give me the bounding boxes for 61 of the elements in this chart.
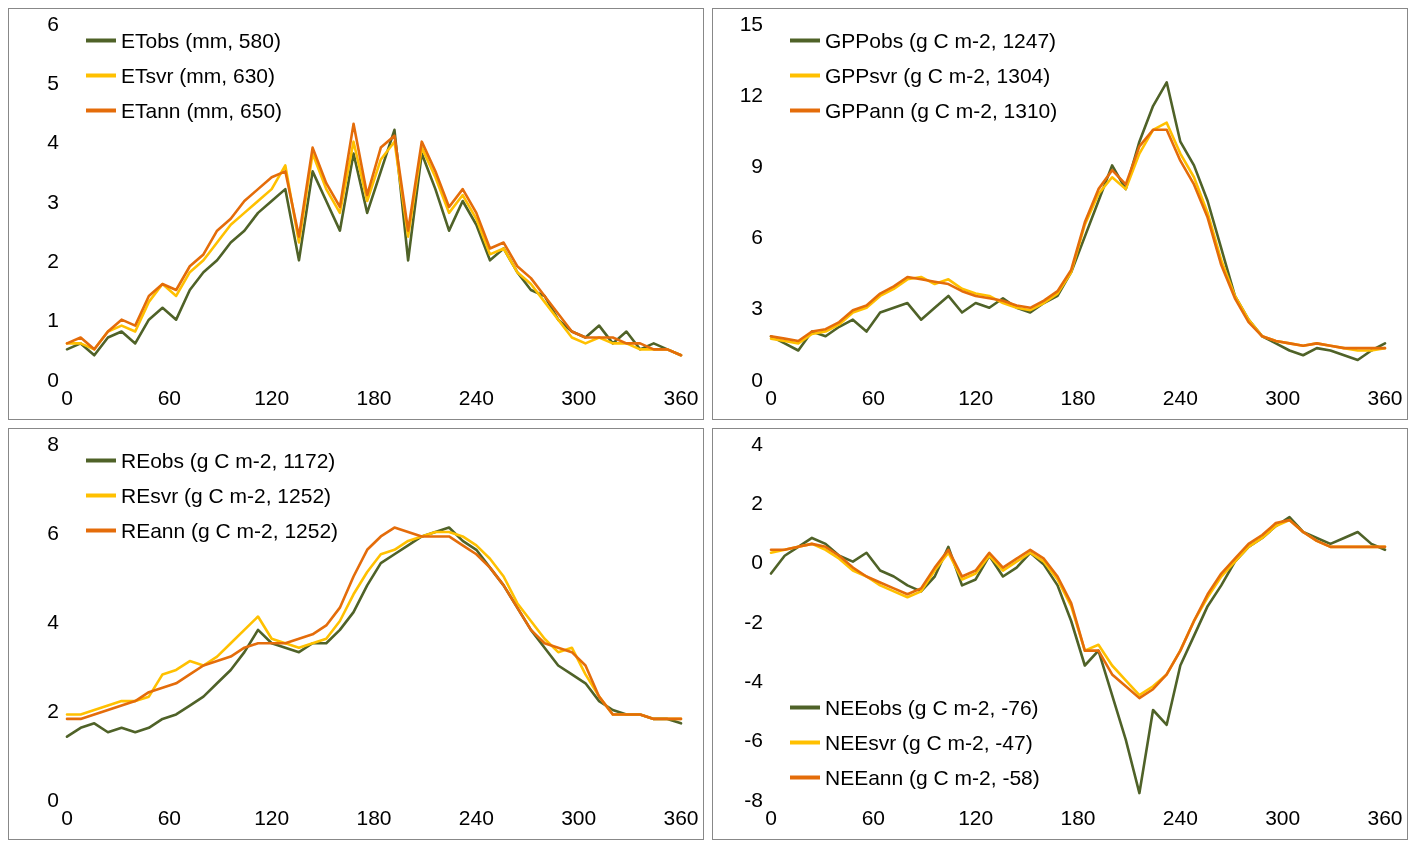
- y-tick-label: 4: [751, 431, 764, 455]
- x-tick-label: 180: [356, 386, 392, 409]
- x-tick-label: 180: [356, 806, 392, 829]
- legend-label: NEEsvr (g C m-2, -47): [825, 731, 1033, 754]
- y-tick-label: 5: [47, 70, 59, 94]
- y-tick-label: 2: [751, 490, 763, 514]
- x-tick-label: 240: [1162, 806, 1198, 829]
- y-tick-label: 2: [47, 698, 59, 722]
- x-tick-label: 120: [254, 386, 290, 409]
- y-tick-label: 15: [739, 11, 763, 35]
- y-tick-label: 4: [47, 609, 60, 633]
- y-tick-label: -8: [744, 787, 763, 811]
- y-tick-label: 0: [47, 367, 59, 391]
- y-tick-label: 6: [47, 11, 59, 35]
- x-tick-label: 360: [663, 386, 699, 409]
- legend-label: REobs (g C m-2, 1172): [121, 449, 336, 472]
- y-tick-label: 6: [751, 225, 763, 249]
- x-tick-label: 300: [561, 806, 597, 829]
- x-tick-label: 360: [1367, 386, 1403, 409]
- x-tick-label: 60: [157, 806, 182, 829]
- legend-label: GPPsvr (g C m-2, 1304): [825, 64, 1051, 87]
- x-tick-label: 240: [458, 806, 494, 829]
- y-tick-label: 12: [739, 82, 763, 106]
- x-tick-label: 360: [663, 806, 699, 829]
- legend-label: REann (g C m-2, 1252): [121, 519, 339, 542]
- y-tick-label: -2: [744, 609, 763, 633]
- y-tick-label: -4: [744, 668, 764, 692]
- x-tick-label: 120: [254, 806, 290, 829]
- y-tick-label: 8: [47, 431, 59, 455]
- y-tick-label: 0: [751, 550, 763, 574]
- x-tick-label: 120: [958, 386, 994, 409]
- x-tick-label: 180: [1060, 806, 1096, 829]
- legend-label: ETann (mm, 650): [121, 99, 283, 122]
- y-tick-label: -6: [744, 728, 763, 752]
- x-tick-label: 300: [1265, 806, 1301, 829]
- y-tick-label: 4: [47, 130, 60, 154]
- legend-label: NEEobs (g C m-2, -76): [825, 696, 1039, 719]
- x-tick-label: 300: [1265, 386, 1301, 409]
- x-tick-label: 180: [1060, 386, 1096, 409]
- x-tick-label: 60: [861, 806, 886, 829]
- legend-label: ETsvr (mm, 630): [121, 64, 276, 87]
- x-tick-label: 60: [861, 386, 886, 409]
- x-tick-label: 240: [458, 386, 494, 409]
- y-tick-label: 9: [751, 153, 763, 177]
- y-tick-label: 2: [47, 248, 59, 272]
- y-tick-label: 3: [47, 189, 59, 213]
- legend-label: NEEann (g C m-2, -58): [825, 766, 1040, 789]
- y-tick-label: 6: [47, 520, 59, 544]
- x-tick-label: 120: [958, 806, 994, 829]
- x-tick-label: 360: [1367, 806, 1403, 829]
- y-tick-label: 1: [47, 308, 59, 332]
- legend-label: REsvr (g C m-2, 1252): [121, 484, 332, 507]
- x-tick-label: 60: [157, 386, 182, 409]
- legend-label: ETobs (mm, 580): [121, 29, 281, 52]
- legend-label: GPPobs (g C m-2, 1247): [825, 29, 1057, 52]
- legend-label: GPPann (g C m-2, 1310): [825, 99, 1058, 122]
- y-tick-label: 0: [751, 367, 763, 391]
- x-tick-label: 240: [1162, 386, 1198, 409]
- x-tick-label: 300: [561, 386, 597, 409]
- y-tick-label: 3: [751, 296, 763, 320]
- y-tick-label: 0: [47, 787, 59, 811]
